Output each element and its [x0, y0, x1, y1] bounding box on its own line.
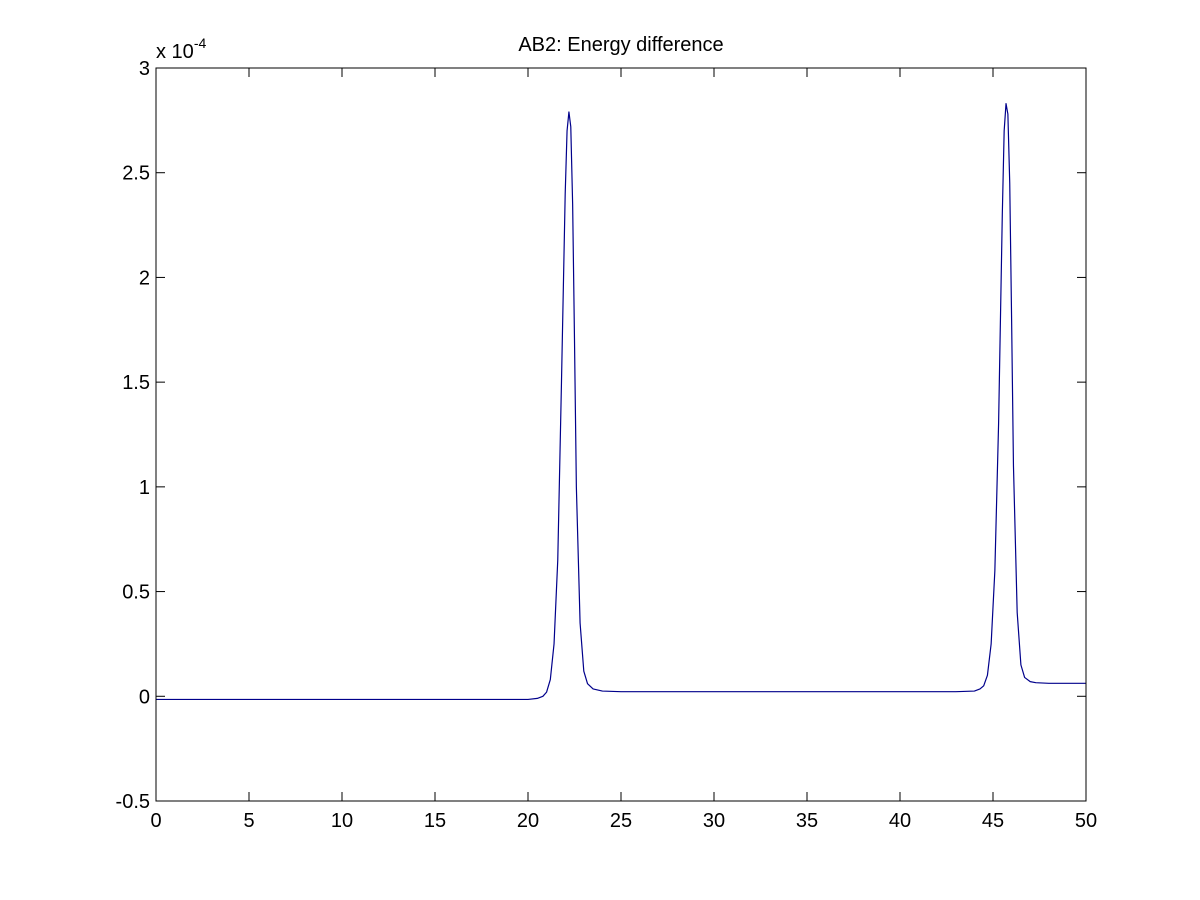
x-tick-label: 35 — [796, 810, 818, 832]
y-exponent-label: x 10-4 — [156, 35, 206, 63]
tick-labels: 0 5 10 15 20 25 30 35 40 45 50-0.500.511.522.53 — [116, 58, 1098, 832]
y-tick-label: 2 — [139, 267, 150, 289]
plot-area — [156, 68, 1086, 801]
x-tick-label: 5 — [243, 810, 254, 832]
y-exponent-base: x 10 — [156, 41, 194, 63]
x-tick-label: 15 — [424, 810, 446, 832]
x-tick-label: 30 — [703, 810, 725, 832]
y-tick-label: 0.5 — [122, 582, 150, 604]
axes-frame — [155, 67, 1087, 802]
x-tick-label: 10 — [331, 810, 353, 832]
x-tick-label: 20 — [517, 810, 539, 832]
y-tick-label: 1 — [139, 477, 150, 499]
y-tick-label: -0.5 — [116, 791, 150, 813]
x-tick-label: 50 — [1075, 810, 1097, 832]
x-tick-label: 0 — [150, 810, 161, 832]
y-tick-label: 0 — [139, 686, 150, 708]
series-layer — [156, 102, 1086, 701]
y-exponent-power: -4 — [194, 35, 207, 51]
y-tick-label: 2.5 — [122, 163, 150, 185]
y-tick-label: 1.5 — [122, 372, 150, 394]
energy-difference-line — [156, 102, 1086, 701]
x-tick-label: 25 — [610, 810, 632, 832]
chart-title: AB2: Energy difference — [518, 34, 723, 56]
x-tick-label: 45 — [982, 810, 1004, 832]
x-tick-label: 40 — [889, 810, 911, 832]
y-tick-label: 3 — [139, 58, 150, 80]
